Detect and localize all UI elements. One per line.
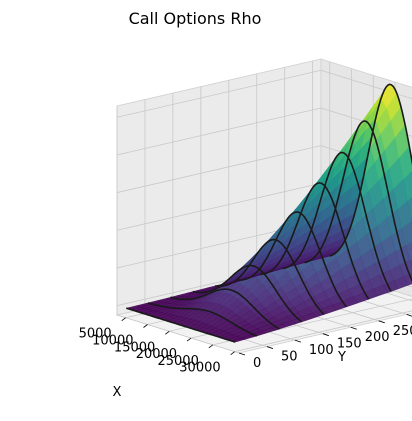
chart-title: Call Options Rho — [129, 9, 262, 28]
y-axis-label: Y — [337, 350, 346, 365]
x-tick-mark — [187, 338, 191, 341]
y-tick-mark — [239, 353, 245, 355]
x-tick-mark — [122, 318, 126, 321]
x-tick-mark — [231, 352, 235, 355]
x-tick-mark — [144, 325, 148, 328]
x-tick-mark — [209, 345, 213, 348]
y-tick-mark — [323, 334, 329, 336]
y-tick-mark — [407, 314, 412, 316]
y-tick-label: 100 — [309, 343, 334, 358]
y-tick-mark — [267, 347, 273, 349]
y-tick-label: 50 — [281, 350, 298, 365]
y-tick-mark — [295, 340, 301, 342]
x-tick-mark — [165, 331, 169, 334]
y-tick-label: 250 — [393, 324, 412, 339]
y-tick-mark — [351, 327, 357, 329]
y-tick-mark — [379, 321, 385, 323]
x-axis-label: X — [113, 385, 122, 400]
y-tick-label: 200 — [365, 330, 390, 345]
x-tick-label: 30000 — [179, 361, 220, 376]
y-tick-label: 0 — [253, 356, 261, 371]
